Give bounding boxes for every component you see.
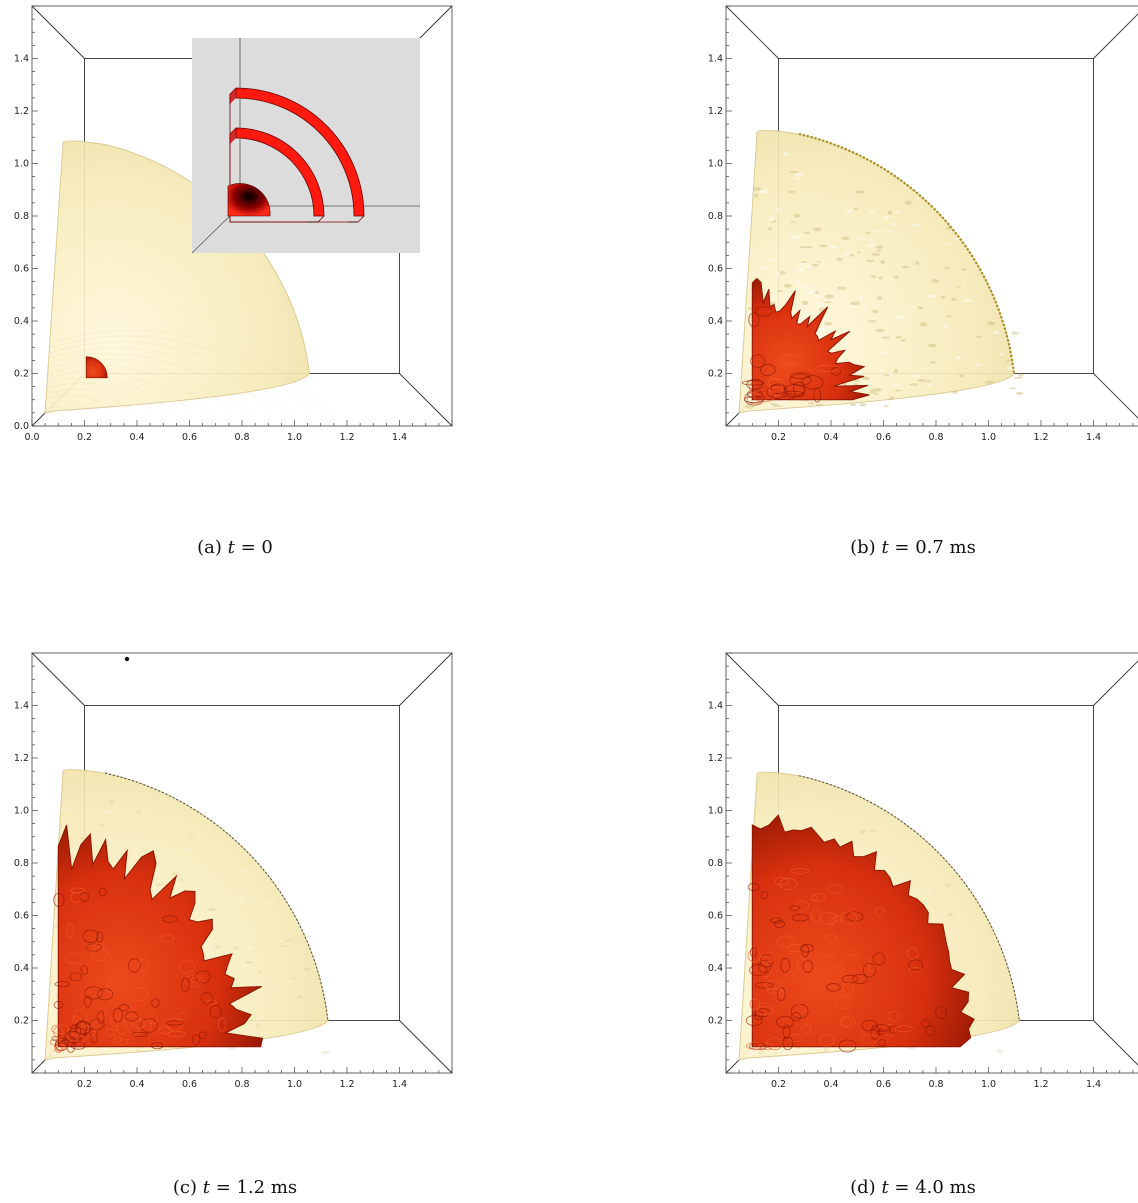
x-tick-label: 0.6 — [182, 432, 197, 443]
axis-ticks — [31, 652, 453, 1074]
panel-a: 0.0 0.2 0.4 0.6 0.8 1.0 1.2 1.4 0.0 0.2 0.4 0.6 0.8 1… — [10, 5, 460, 458]
y-tick-label: 0.6 — [708, 264, 723, 275]
x-tick-label: 1.4 — [1086, 1079, 1101, 1090]
plot-a: 0.0 0.2 0.4 0.6 0.8 1.0 1.2 1.4 0.0 0.2 0.4 0.6 0.8 1… — [14, 5, 453, 443]
y-tick-label: 1.0 — [14, 806, 29, 817]
y-tick-label: 1.2 — [708, 753, 723, 764]
burned-region — [49, 824, 264, 1053]
outer-shell-texture — [49, 329, 331, 412]
panel-d: 0.2 0.4 0.6 0.8 1.0 1.2 1.4 0.2 0.4 0.6 0.8 1.0 1.2 1… — [704, 652, 1138, 1105]
caption-a-expr: = 0 — [240, 537, 273, 558]
caption-d-var: t — [881, 1177, 889, 1198]
y-tick-label: 1.4 — [14, 54, 29, 65]
caption-b-expr: = 0.7 ms — [894, 537, 976, 558]
x-tick-label: 0.4 — [129, 1079, 144, 1090]
x-tick-label: 1.2 — [339, 432, 354, 443]
x-tick-label: 0.6 — [182, 1079, 197, 1090]
y-tick-label: 1.0 — [708, 159, 723, 170]
caption-a: (a) t = 0 — [10, 537, 460, 558]
x-tick-label: 1.4 — [392, 1079, 407, 1090]
y-tick-label: 0.6 — [14, 911, 29, 922]
y-tick-label: 0.6 — [708, 911, 723, 922]
caption-c-prefix: (c) — [172, 1177, 197, 1198]
plot-d: 0.2 0.4 0.6 0.8 1.0 1.2 1.4 0.2 0.4 0.6 0.8 1.0 1.2 1… — [708, 652, 1138, 1090]
caption-c-expr: = 1.2 ms — [215, 1177, 298, 1198]
x-tick-label: 0.6 — [876, 432, 891, 443]
x-tick-label: 1.4 — [392, 432, 407, 443]
marker-dot — [124, 656, 130, 662]
x-tick-label: 0.8 — [234, 432, 249, 443]
outer-shell-rim — [798, 132, 1016, 374]
y-tick-label: 0.4 — [14, 316, 29, 327]
outer-shell-rim — [799, 775, 1020, 1021]
burned-region — [85, 356, 108, 379]
y-tick-label: 1.2 — [14, 753, 29, 764]
axis-ticks — [31, 5, 453, 427]
y-tick-label: 1.0 — [708, 806, 723, 817]
y-tick-label: 1.0 — [14, 159, 29, 170]
x-tick-label: 0.2 — [771, 1079, 786, 1090]
y-tick-label: 0.4 — [14, 963, 29, 974]
y-tick-label: 0.2 — [708, 1016, 723, 1027]
caption-d: (d) t = 4.0 ms — [688, 1177, 1138, 1198]
burned-region — [745, 814, 975, 1053]
y-tick-label: 0.0 — [14, 421, 29, 432]
caption-c-var: t — [202, 1177, 210, 1198]
x-tick-label: 1.4 — [1086, 432, 1101, 443]
y-tick-label: 0.8 — [14, 211, 29, 222]
y-tick-label: 1.4 — [14, 701, 29, 712]
caption-a-prefix: (a) — [197, 537, 222, 558]
y-tick-label: 0.2 — [14, 1016, 29, 1027]
caption-a-var: t — [227, 537, 235, 558]
y-tick-label: 0.4 — [708, 316, 723, 327]
x-tick-label: 0.4 — [129, 432, 144, 443]
y-tick-label: 1.2 — [708, 106, 723, 117]
x-tick-label: 0.2 — [77, 1079, 92, 1090]
caption-b-var: t — [881, 537, 889, 558]
plot-c: 0.2 0.4 0.6 0.8 1.0 1.2 1.4 0.2 0.4 0.6 0.8 1.0 1.2 1… — [14, 652, 453, 1090]
caption-d-prefix: (d) — [850, 1177, 876, 1198]
caption-b: (b) t = 0.7 ms — [688, 537, 1138, 558]
x-tick-label: 0.0 — [24, 432, 39, 443]
y-tick-label: 0.8 — [14, 858, 29, 869]
outer-shell-rim — [105, 772, 329, 1021]
outer-shell-surface — [44, 140, 311, 414]
x-tick-label: 0.4 — [823, 1079, 838, 1090]
y-tick-label: 0.8 — [708, 211, 723, 222]
x-tick-label: 1.0 — [287, 432, 302, 443]
x-tick-label: 1.2 — [1033, 432, 1048, 443]
caption-d-expr: = 4.0 ms — [894, 1177, 976, 1198]
x-tick-label: 0.6 — [876, 1079, 891, 1090]
panel-b: 0.2 0.4 0.6 0.8 1.0 1.2 1.4 0.2 0.4 0.6 0.8 1.0 1.2 1… — [704, 5, 1138, 458]
y-tick-label: 0.6 — [14, 264, 29, 275]
caption-c: (c) t = 1.2 ms — [10, 1177, 460, 1198]
x-tick-label: 0.2 — [771, 432, 786, 443]
x-tick-label: 1.0 — [287, 1079, 302, 1090]
y-tick-label: 0.4 — [708, 963, 723, 974]
burned-region — [742, 277, 870, 406]
inset-initial-condition — [191, 38, 420, 254]
x-tick-label: 0.8 — [234, 1079, 249, 1090]
x-tick-label: 0.8 — [928, 432, 943, 443]
y-tick-label: 1.2 — [14, 106, 29, 117]
x-tick-label: 1.2 — [339, 1079, 354, 1090]
x-tick-label: 0.4 — [823, 432, 838, 443]
x-tick-label: 1.2 — [1033, 1079, 1048, 1090]
y-tick-label: 0.8 — [708, 858, 723, 869]
y-tick-label: 1.4 — [708, 54, 723, 65]
y-tick-label: 0.2 — [14, 369, 29, 380]
plot-b: 0.2 0.4 0.6 0.8 1.0 1.2 1.4 0.2 0.4 0.6 0.8 1.0 1.2 1… — [708, 5, 1138, 443]
x-tick-label: 1.0 — [981, 1079, 996, 1090]
panel-c: 0.2 0.4 0.6 0.8 1.0 1.2 1.4 0.2 0.4 0.6 0.8 1.0 1.2 1… — [10, 652, 460, 1105]
axis-ticks — [725, 652, 1134, 1074]
y-tick-label: 0.2 — [708, 369, 723, 380]
x-tick-label: 0.8 — [928, 1079, 943, 1090]
y-tick-label: 1.4 — [708, 701, 723, 712]
x-tick-label: 1.0 — [981, 432, 996, 443]
caption-b-prefix: (b) — [850, 537, 876, 558]
axis-ticks — [725, 5, 1134, 427]
x-tick-label: 0.2 — [77, 432, 92, 443]
